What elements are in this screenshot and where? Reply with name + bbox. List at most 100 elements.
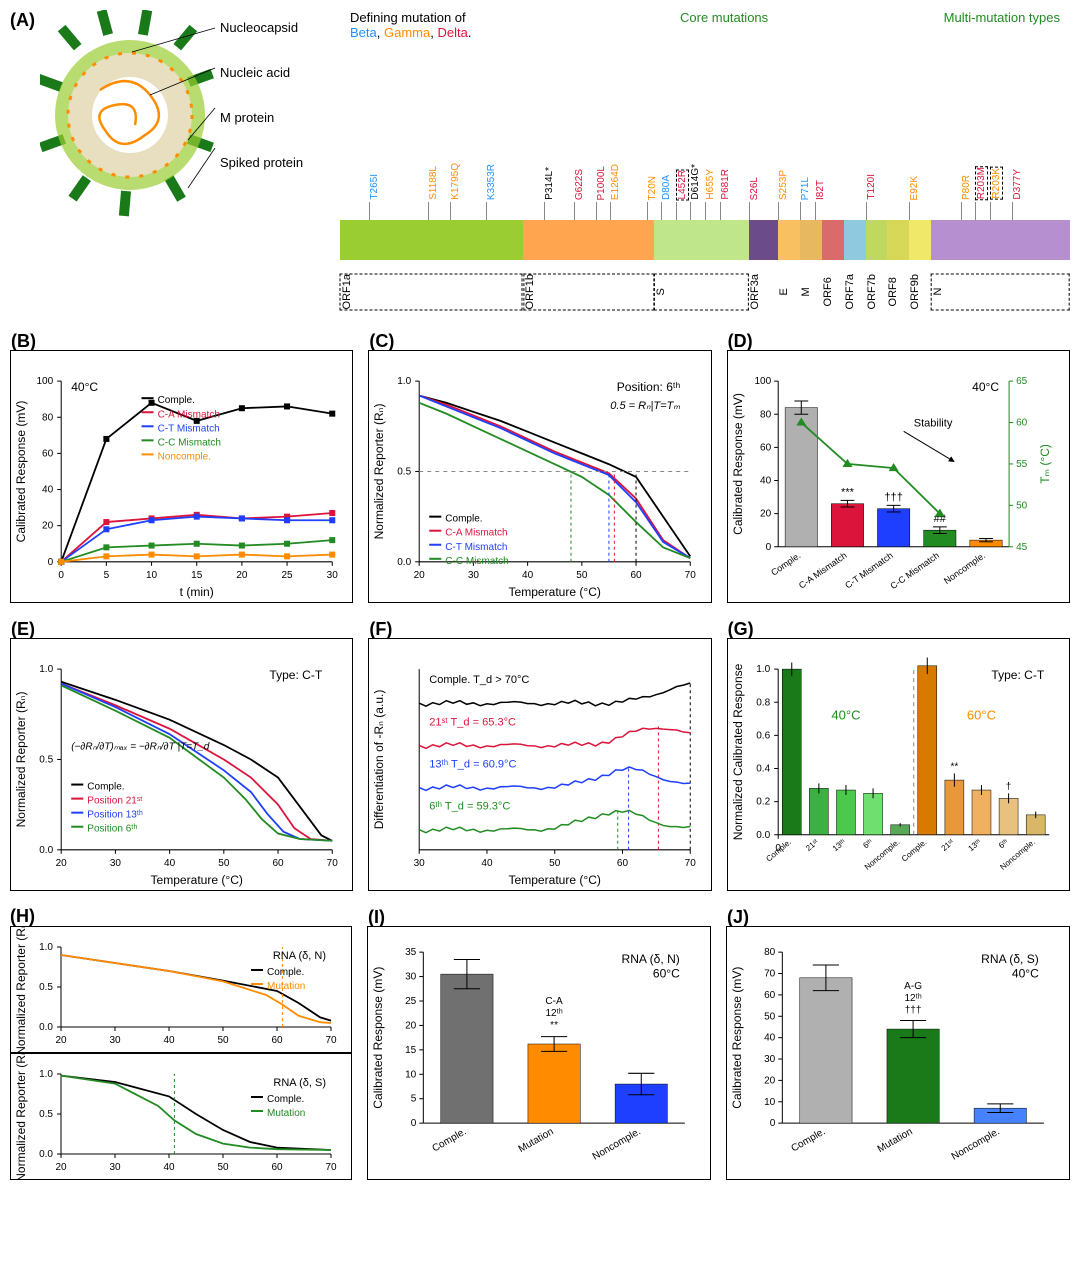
mutation-E92K: E92K [909,176,920,200]
gene-label-ORF1a: ORF1a [340,273,523,310]
svg-text:Type: C-T: Type: C-T [269,668,322,682]
svg-text:C-T Mismatch: C-T Mismatch [446,542,508,553]
svg-text:60°C: 60°C [653,966,680,980]
panel-g: (G) 00.00.20.40.60.81.0Normalized Calibr… [727,638,1070,891]
svg-text:Temperature (°C): Temperature (°C) [150,1050,242,1052]
svg-text:70: 70 [764,968,776,979]
multi-mutation-header: Multi-mutation types [944,10,1060,25]
svg-text:†††: ††† [905,1005,922,1016]
genome-segment-S [654,220,749,260]
svg-text:50: 50 [1016,500,1028,511]
svg-text:Position: 6ᵗʰ: Position: 6ᵗʰ [617,380,681,394]
genome-segment-ORF9b [909,220,931,260]
svg-text:10: 10 [764,1097,776,1108]
svg-text:1.0: 1.0 [756,664,770,675]
svg-text:Comple.: Comple. [267,967,304,978]
svg-text:100: 100 [754,376,771,387]
mutation-P71L: P71L [800,177,811,200]
svg-text:C-A Mismatch: C-A Mismatch [797,550,849,590]
panel-e: (E) 2030405060700.00.51.0Temperature (°C… [10,638,353,891]
mutation-T20N: T20N [647,176,658,200]
svg-text:30: 30 [109,1035,121,1046]
virus-label-m-protein: M protein [220,110,303,125]
svg-text:10: 10 [146,570,158,581]
mutation-P314L*: P314L* [544,167,555,200]
legend-title: Defining mutation of [350,10,466,25]
mutation-H655Y: H655Y [705,169,716,200]
mutation-P681R: P681R [720,169,731,200]
svg-text:0.5 = Rₙ|T=Tₘ: 0.5 = Rₙ|T=Tₘ [611,400,681,412]
svg-text:0.5: 0.5 [39,1109,53,1120]
panel-D-label: (D) [728,331,753,352]
mutation-S26L: S26L [749,177,760,200]
mutation-diagram: Defining mutation of Beta, Gamma, Delta.… [340,10,1070,310]
svg-text:0.0: 0.0 [39,1149,53,1160]
svg-text:30: 30 [468,570,480,581]
mutation-P1000L: P1000L [596,166,607,200]
svg-text:25: 25 [405,996,417,1007]
panel-G-label: (G) [728,619,754,640]
svg-text:20: 20 [56,858,68,869]
svg-text:Calibrated Response (mV): Calibrated Response (mV) [371,967,385,1109]
mutation-T120I: T120I [866,174,877,200]
svg-text:C-C Mismatch: C-C Mismatch [888,550,941,591]
svg-text:20: 20 [760,509,772,520]
svg-text:0: 0 [411,1118,417,1129]
svg-text:60: 60 [764,990,776,1001]
svg-text:†††: ††† [884,491,902,503]
panel-C-label: (C) [369,331,394,352]
svg-text:5: 5 [411,1094,417,1105]
svg-text:80: 80 [42,412,54,423]
svg-text:13ᵗʰ T_d = 60.9°C: 13ᵗʰ T_d = 60.9°C [430,758,517,770]
svg-text:12ᵗʰ: 12ᵗʰ [904,993,921,1004]
svg-text:0: 0 [765,542,771,553]
panel-c: (C) 2030405060700.00.51.0Temperature (°C… [368,350,711,603]
mutation-E1264D: E1264D [610,164,621,200]
svg-text:1.0: 1.0 [398,376,412,387]
genome-segment-E [778,220,800,260]
svg-text:Comple.: Comple. [900,837,929,863]
svg-text:RNA (δ, N): RNA (δ, N) [621,952,679,966]
panel-f: (F) 3040506070Temperature (°C)Differenti… [368,638,711,891]
svg-text:30: 30 [110,858,122,869]
variant-delta: Delta [437,25,467,40]
svg-text:100: 100 [36,376,53,387]
svg-text:60: 60 [42,448,54,459]
svg-text:40: 40 [163,1162,175,1173]
svg-text:Comple.: Comple. [769,550,802,577]
svg-text:45: 45 [1016,542,1028,553]
svg-text:40°C: 40°C [972,380,999,394]
svg-text:5: 5 [104,570,110,581]
svg-text:(−∂Rₙ/∂T)ₘₐₓ = −∂Rₙ/∂T |T=T_d: (−∂Rₙ/∂T)ₘₐₓ = −∂Rₙ/∂T |T=T_d [71,741,210,752]
mutation-S1188L: S1188L [428,166,439,200]
svg-text:Mutation: Mutation [876,1126,915,1155]
svg-text:30: 30 [764,1054,776,1065]
gene-label-ORF3a: ORF3a [749,273,778,310]
virus-diagram: Nucleocapsid Nucleic acid M protein Spik… [40,10,320,230]
mutation-P80R: P80R [961,175,972,200]
svg-text:20: 20 [405,1020,417,1031]
svg-text:20: 20 [42,521,54,532]
svg-text:Comple.: Comple. [446,514,483,525]
svg-text:60: 60 [631,570,643,581]
svg-text:70: 70 [685,858,697,869]
panel-A-label: (A) [10,10,35,31]
svg-text:***: *** [841,486,855,498]
svg-text:Normalized Calibrated Response: Normalized Calibrated Response [731,663,745,840]
svg-text:Position 21ˢᵗ: Position 21ˢᵗ [87,796,142,807]
svg-text:20: 20 [55,1035,67,1046]
svg-text:**: ** [950,761,958,772]
svg-text:80: 80 [760,409,772,420]
genome-segment-ORF6 [822,220,844,260]
panel-I-label: (I) [368,907,385,928]
svg-text:0.5: 0.5 [39,754,53,765]
svg-text:0.0: 0.0 [39,845,53,856]
panel-b: (B) 051015202530020406080100t (min)Calib… [10,350,353,603]
gene-label-S: S [654,273,749,310]
panel-i: (I) 05101520253035Calibrated Response (m… [367,926,711,1180]
svg-text:t (min): t (min) [180,585,214,599]
svg-text:20: 20 [414,570,426,581]
svg-text:40°C: 40°C [71,380,98,394]
svg-text:0.2: 0.2 [756,797,770,808]
panel-F-label: (F) [369,619,392,640]
